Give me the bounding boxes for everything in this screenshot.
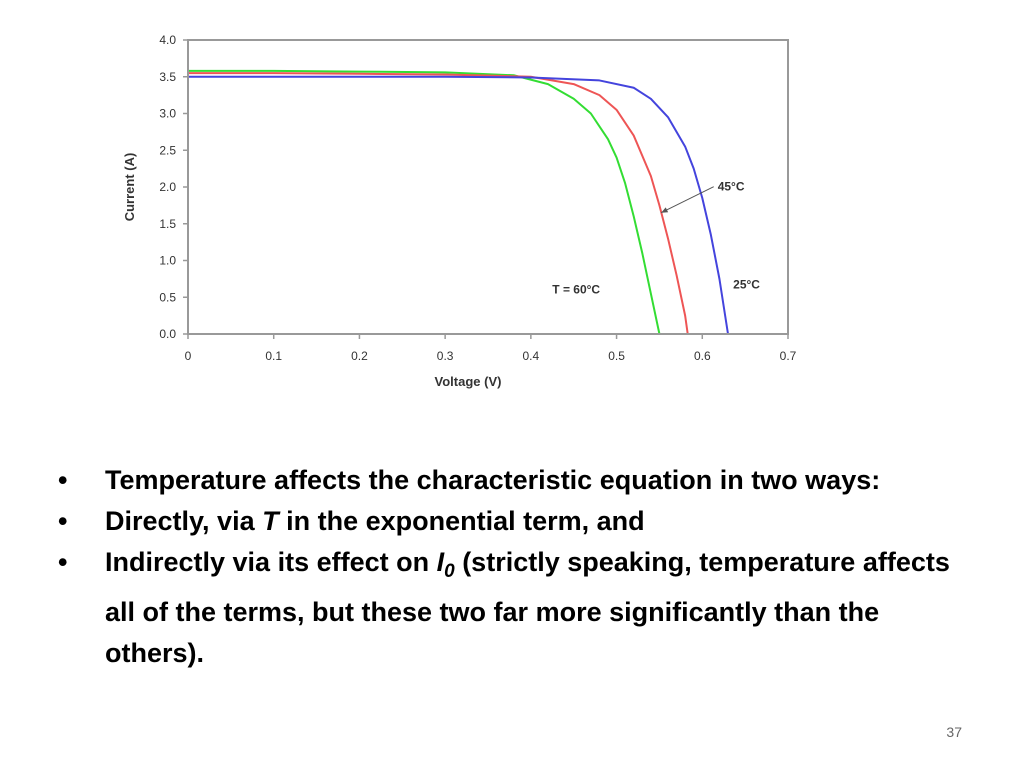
x-axis-ticks: 0 0.1 0.2 0.3 0.4 0.5 0.6 0.7 bbox=[185, 334, 797, 363]
y-tick-label: 1.0 bbox=[159, 254, 176, 268]
x-tick-label: 0.3 bbox=[437, 349, 454, 363]
x-axis-label: Voltage (V) bbox=[435, 374, 502, 389]
bullet-item-2: • Directly, via T in the exponential ter… bbox=[58, 501, 958, 542]
y-tick-label: 0.0 bbox=[159, 327, 176, 341]
plot-frame bbox=[187, 39, 789, 335]
y-tick-label: 3.5 bbox=[159, 70, 176, 84]
page-number: 37 bbox=[946, 724, 962, 740]
x-tick-label: 0.2 bbox=[351, 349, 368, 363]
x-tick-label: 0.1 bbox=[265, 349, 282, 363]
y-tick-label: 0.5 bbox=[159, 290, 176, 304]
y-tick-label: 3.0 bbox=[159, 107, 176, 121]
series-line-t-60-c bbox=[188, 69, 661, 335]
series-line-45-c bbox=[188, 72, 689, 335]
y-tick-label: 2.5 bbox=[159, 143, 176, 157]
curve-annotation: T = 60°C bbox=[552, 283, 600, 297]
y-tick-label: 1.5 bbox=[159, 217, 176, 231]
y-tick-label: 4.0 bbox=[159, 33, 176, 47]
variable-i0: I bbox=[436, 547, 445, 577]
x-tick-label: 0.4 bbox=[523, 349, 540, 363]
y-axis-ticks: 0.0 0.5 1.0 1.5 2.0 2.5 3.0 3.5 4.0 bbox=[159, 33, 188, 341]
curve-annotation: 45°C bbox=[718, 180, 745, 194]
x-tick-label: 0.5 bbox=[608, 349, 625, 363]
x-tick-label: 0.7 bbox=[780, 349, 797, 363]
series-line-25-c bbox=[188, 75, 729, 335]
bullet-text-3a: Indirectly via its effect on bbox=[105, 547, 437, 577]
y-tick-label: 2.0 bbox=[159, 180, 176, 194]
annotation-layer: T = 60°C 45°C 25°C bbox=[552, 180, 760, 297]
series-layer bbox=[188, 69, 729, 335]
variable-i0-subscript: 0 bbox=[444, 561, 455, 582]
bullet-item-1: • Temperature affects the characteristic… bbox=[58, 460, 958, 501]
y-axis-label: Current (A) bbox=[122, 153, 137, 222]
annotation-arrow bbox=[660, 186, 714, 214]
bullet-marker: • bbox=[58, 465, 68, 495]
bullet-marker: • bbox=[58, 547, 68, 577]
variable-t: T bbox=[262, 506, 279, 536]
bullet-text-2a: Directly, via bbox=[105, 506, 263, 536]
bullet-list: • Temperature affects the characteristic… bbox=[58, 460, 958, 674]
x-tick-label: 0.6 bbox=[694, 349, 711, 363]
annotation-arrowhead bbox=[661, 207, 669, 213]
x-tick-label: 0 bbox=[185, 349, 192, 363]
bullet-text-3b: (strictly speaking, temperature affects … bbox=[105, 547, 950, 668]
curve-annotation: 25°C bbox=[733, 277, 760, 291]
bullet-text-2b: in the exponential term, and bbox=[278, 506, 645, 536]
iv-curve-chart: 0.0 0.5 1.0 1.5 2.0 2.5 3.0 3.5 4.0 0 0.1 0.2 0.3 0.… bbox=[122, 33, 797, 389]
bullet-item-3: • Indirectly via its effect on I0 (stric… bbox=[58, 542, 958, 674]
bullet-marker: • bbox=[58, 506, 68, 536]
bullet-text-1: Temperature affects the characteristic e… bbox=[105, 465, 881, 495]
